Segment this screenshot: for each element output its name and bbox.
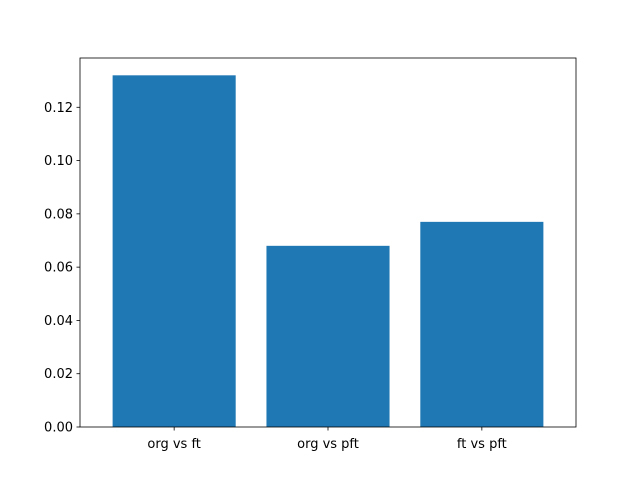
y-tick-label: 0.04 — [44, 314, 73, 329]
y-tick-label: 0.10 — [44, 154, 73, 169]
x-tick-label: org vs pft — [297, 437, 359, 452]
axes-frame — [79, 57, 577, 428]
bar — [420, 221, 544, 427]
x-tick-label: ft vs pft — [457, 437, 507, 452]
y-tick-label: 0.12 — [44, 101, 73, 116]
x-tick-label: org vs ft — [147, 437, 201, 452]
bar — [112, 75, 236, 427]
y-tick-label: 0.08 — [44, 207, 73, 222]
bar — [266, 245, 390, 427]
y-tick-label: 0.02 — [44, 367, 73, 382]
y-tick-label: 0.06 — [44, 261, 73, 276]
y-tick-label: 0.00 — [44, 421, 73, 436]
